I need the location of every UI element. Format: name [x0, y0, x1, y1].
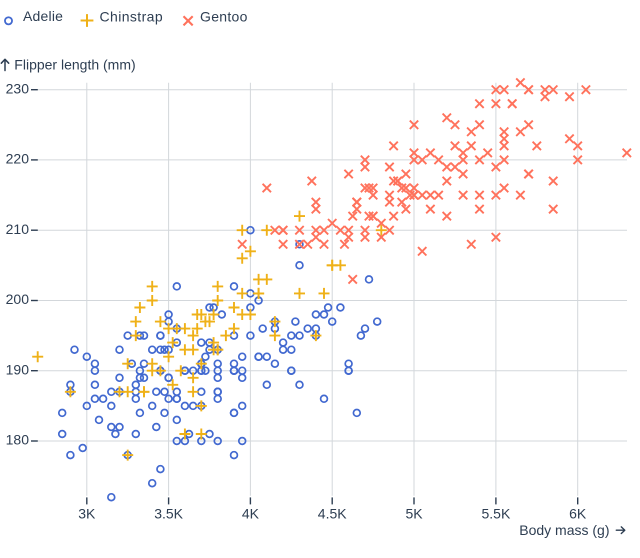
svg-text:Chinstrap: Chinstrap: [100, 8, 164, 24]
svg-text:210: 210: [6, 221, 30, 237]
svg-text:Adelie: Adelie: [23, 8, 63, 24]
svg-text:5.5K: 5.5K: [481, 506, 510, 522]
svg-text:180: 180: [6, 432, 30, 448]
svg-text:190: 190: [6, 361, 30, 377]
svg-text:3K: 3K: [78, 506, 96, 522]
svg-text:6K: 6K: [569, 506, 587, 522]
svg-text:4.5K: 4.5K: [318, 506, 347, 522]
svg-text:3.5K: 3.5K: [154, 506, 183, 522]
svg-text:4K: 4K: [242, 506, 260, 522]
svg-text:220: 220: [6, 151, 30, 167]
svg-text:5K: 5K: [405, 506, 423, 522]
svg-text:200: 200: [6, 291, 30, 307]
svg-text:230: 230: [6, 80, 30, 96]
svg-text:Gentoo: Gentoo: [200, 8, 248, 24]
svg-text:Flipper length (mm): Flipper length (mm): [14, 56, 135, 72]
svg-text:Body mass (g): Body mass (g): [519, 522, 609, 538]
